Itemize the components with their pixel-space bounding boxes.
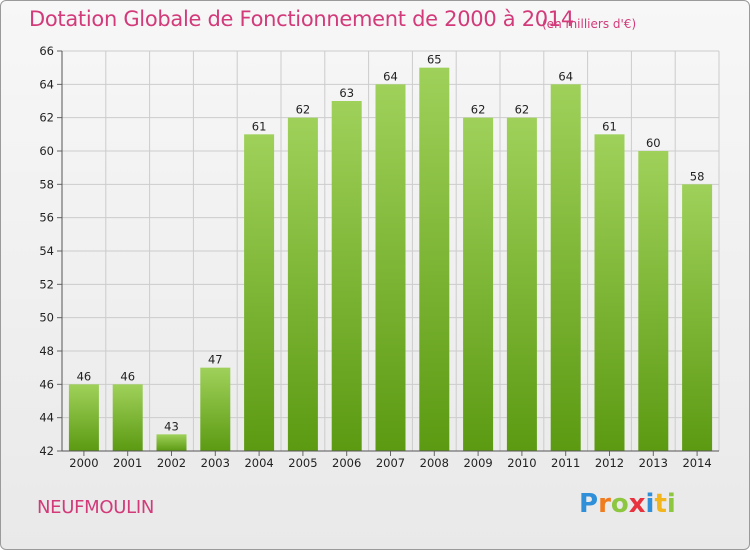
x-tick-label: 2001 bbox=[113, 456, 142, 470]
x-tick-label: 2009 bbox=[463, 456, 492, 470]
data-label: 64 bbox=[383, 69, 398, 83]
bar bbox=[200, 367, 231, 451]
chart-title: Dotation Globale de Fonctionnement de 20… bbox=[29, 7, 574, 31]
data-label: 64 bbox=[558, 69, 573, 83]
data-label: 46 bbox=[120, 369, 135, 383]
y-tick-label: 42 bbox=[39, 444, 54, 458]
x-tick-label: 2010 bbox=[507, 456, 536, 470]
y-tick-label: 44 bbox=[39, 411, 54, 425]
bar bbox=[550, 84, 581, 451]
label-layer: 46 46 43 47 61 62 63 64 65 62 62 64 61 60 58 bbox=[77, 53, 705, 434]
x-tick-label: 2012 bbox=[595, 456, 624, 470]
logo-letter: i bbox=[666, 489, 676, 519]
x-tick-label: 2004 bbox=[244, 456, 273, 470]
data-label: 60 bbox=[646, 136, 661, 150]
bar bbox=[419, 67, 450, 452]
data-label: 62 bbox=[471, 103, 486, 117]
x-tick-label: 2003 bbox=[201, 456, 230, 470]
proxiti-logo[interactable]: Proxiti bbox=[579, 489, 676, 519]
logo-letter: i bbox=[645, 489, 655, 519]
bar bbox=[682, 184, 713, 452]
y-tick-label: 62 bbox=[39, 111, 54, 125]
x-tick-label: 2005 bbox=[288, 456, 317, 470]
bar bbox=[156, 434, 187, 451]
data-label: 65 bbox=[427, 53, 442, 67]
y-tick-label: 48 bbox=[39, 344, 54, 358]
bar bbox=[463, 117, 494, 452]
logo-letter: o bbox=[610, 489, 629, 519]
y-tick-label: 56 bbox=[39, 211, 54, 225]
y-tick-label: 58 bbox=[39, 177, 54, 191]
x-tick-label: 2002 bbox=[157, 456, 186, 470]
logo-letter: t bbox=[654, 489, 667, 519]
data-label: 58 bbox=[690, 169, 705, 183]
data-label: 61 bbox=[252, 119, 267, 133]
bar bbox=[375, 84, 406, 451]
y-tick-label: 54 bbox=[39, 244, 54, 258]
data-label: 43 bbox=[164, 419, 179, 433]
logo-letter: r bbox=[598, 489, 611, 519]
data-label: 61 bbox=[602, 119, 617, 133]
chart-subtitle: (en milliers d'€) bbox=[542, 17, 637, 31]
bar bbox=[638, 151, 669, 451]
data-label: 47 bbox=[208, 353, 223, 367]
bar bbox=[112, 384, 143, 451]
bar bbox=[506, 117, 537, 452]
data-label: 46 bbox=[77, 369, 92, 383]
bar bbox=[68, 384, 99, 451]
y-tick-label: 60 bbox=[39, 144, 54, 158]
x-tick-label: 2014 bbox=[682, 456, 711, 470]
x-tick-label: 2013 bbox=[639, 456, 668, 470]
x-tick-label: 2008 bbox=[420, 456, 449, 470]
bar-layer bbox=[68, 67, 713, 452]
bar bbox=[244, 134, 275, 452]
data-label: 63 bbox=[339, 86, 354, 100]
logo-letter: x bbox=[628, 489, 646, 519]
logo-letter: P bbox=[579, 489, 599, 519]
x-tick-label: 2006 bbox=[332, 456, 361, 470]
y-tick-label: 46 bbox=[39, 377, 54, 391]
data-label: 62 bbox=[296, 103, 311, 117]
y-tick-label: 64 bbox=[39, 77, 54, 91]
axis-layer: 42 44 46 48 50 52 54 56 58 60 62 64 66 2000 2001 2002 20… bbox=[39, 44, 719, 470]
y-tick-label: 52 bbox=[39, 277, 54, 291]
location-name: NEUFMOULIN bbox=[37, 497, 155, 518]
y-tick-label: 50 bbox=[39, 311, 54, 325]
bar bbox=[331, 101, 362, 451]
data-label: 62 bbox=[515, 103, 530, 117]
bar bbox=[287, 117, 318, 452]
x-tick-label: 2007 bbox=[376, 456, 405, 470]
x-tick-label: 2000 bbox=[69, 456, 98, 470]
x-tick-label: 2011 bbox=[551, 456, 580, 470]
y-tick-label: 66 bbox=[39, 44, 54, 58]
bar bbox=[594, 134, 625, 452]
